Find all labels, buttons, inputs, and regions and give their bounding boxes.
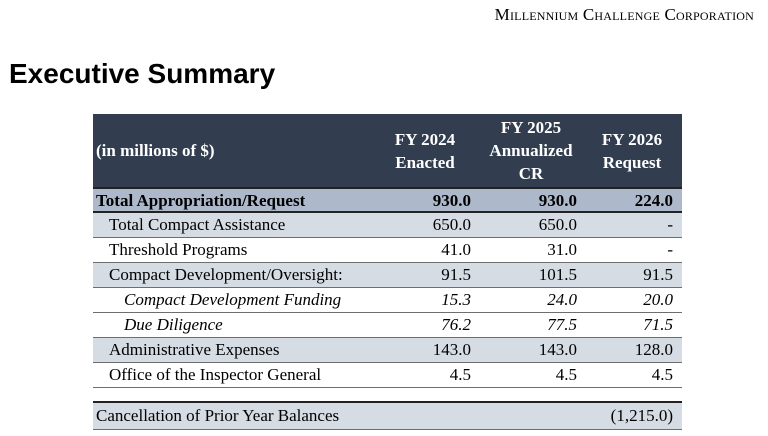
table-row-administrative-expenses: Administrative Expenses 143.0 143.0 128.… xyxy=(93,338,682,363)
cell-fy2026: - xyxy=(667,215,673,234)
cell-fy2024: 15.3 xyxy=(441,290,471,309)
running-header: Millennium Challenge Corporation xyxy=(494,5,754,24)
cell-fy2024: 930.0 xyxy=(432,191,471,210)
cell-fy2026: 91.5 xyxy=(643,265,673,284)
page-title: Executive Summary xyxy=(9,58,276,89)
column-header-fy2025: FY 2025 Annualized CR xyxy=(489,118,573,183)
row-label: Threshold Programs xyxy=(109,240,248,259)
cell-fy2026: 224.0 xyxy=(634,191,673,210)
table-row-total-appropriation: Total Appropriation/Request 930.0 930.0 … xyxy=(93,187,682,213)
cell-fy2024: 4.5 xyxy=(449,365,471,384)
cell-fy2026: 71.5 xyxy=(643,315,673,334)
table-row-compact-assistance: Total Compact Assistance 650.0 650.0 - xyxy=(93,213,682,238)
table-row-due-diligence: Due Diligence 76.2 77.5 71.5 xyxy=(93,313,682,338)
row-label: Administrative Expenses xyxy=(109,340,280,359)
unit-label: (in millions of $) xyxy=(96,141,215,160)
cell-fy2025: 930.0 xyxy=(538,191,577,210)
column-header-fy2024: FY 2024 Enacted xyxy=(394,129,456,172)
cell-fy2025: 31.0 xyxy=(547,240,577,259)
row-label: Total Appropriation/Request xyxy=(96,191,306,210)
column-header-fy2026: FY 2026 Request xyxy=(601,129,663,172)
cell-fy2024: 650.0 xyxy=(432,215,471,234)
table-row-inspector-general: Office of the Inspector General 4.5 4.5 … xyxy=(93,363,682,388)
row-label: Compact Development Funding xyxy=(124,290,342,309)
table-row-threshold-programs: Threshold Programs 41.0 31.0 - xyxy=(93,238,682,263)
row-label: Due Diligence xyxy=(124,315,223,334)
cell-fy2024: 41.0 xyxy=(441,240,471,259)
table-row-cancellation: Cancellation of Prior Year Balances (1,2… xyxy=(93,403,682,430)
row-label: Total Compact Assistance xyxy=(109,215,286,234)
cell-fy2026: 20.0 xyxy=(643,290,673,309)
table-row-compact-development-funding: Compact Development Funding 15.3 24.0 20… xyxy=(93,288,682,313)
row-label: Office of the Inspector General xyxy=(109,365,322,384)
cell-fy2025: 143.0 xyxy=(538,340,577,359)
table-row-compact-development: Compact Development/Oversight: 91.5 101.… xyxy=(93,263,682,288)
cell-fy2026: 4.5 xyxy=(651,365,673,384)
row-label: Cancellation of Prior Year Balances xyxy=(96,406,340,425)
cell-fy2025: 24.0 xyxy=(547,290,577,309)
cell-fy2026: 128.0 xyxy=(634,340,673,359)
cell-fy2026: (1,215.0) xyxy=(610,406,673,425)
budget-table: (in millions of $) FY 2024 Enacted FY 20… xyxy=(93,114,682,388)
cell-fy2025: 77.5 xyxy=(547,315,577,334)
cell-fy2024: 76.2 xyxy=(441,315,471,334)
cell-fy2026: - xyxy=(667,240,673,259)
cell-fy2024: 91.5 xyxy=(441,265,471,284)
cell-fy2025: 4.5 xyxy=(555,365,577,384)
table-header: (in millions of $) FY 2024 Enacted FY 20… xyxy=(93,114,682,187)
cell-fy2024: 143.0 xyxy=(432,340,471,359)
table-divider xyxy=(93,401,682,403)
cell-fy2025: 101.5 xyxy=(538,265,577,284)
cell-fy2025: 650.0 xyxy=(538,215,577,234)
row-label: Compact Development/Oversight: xyxy=(109,265,343,284)
